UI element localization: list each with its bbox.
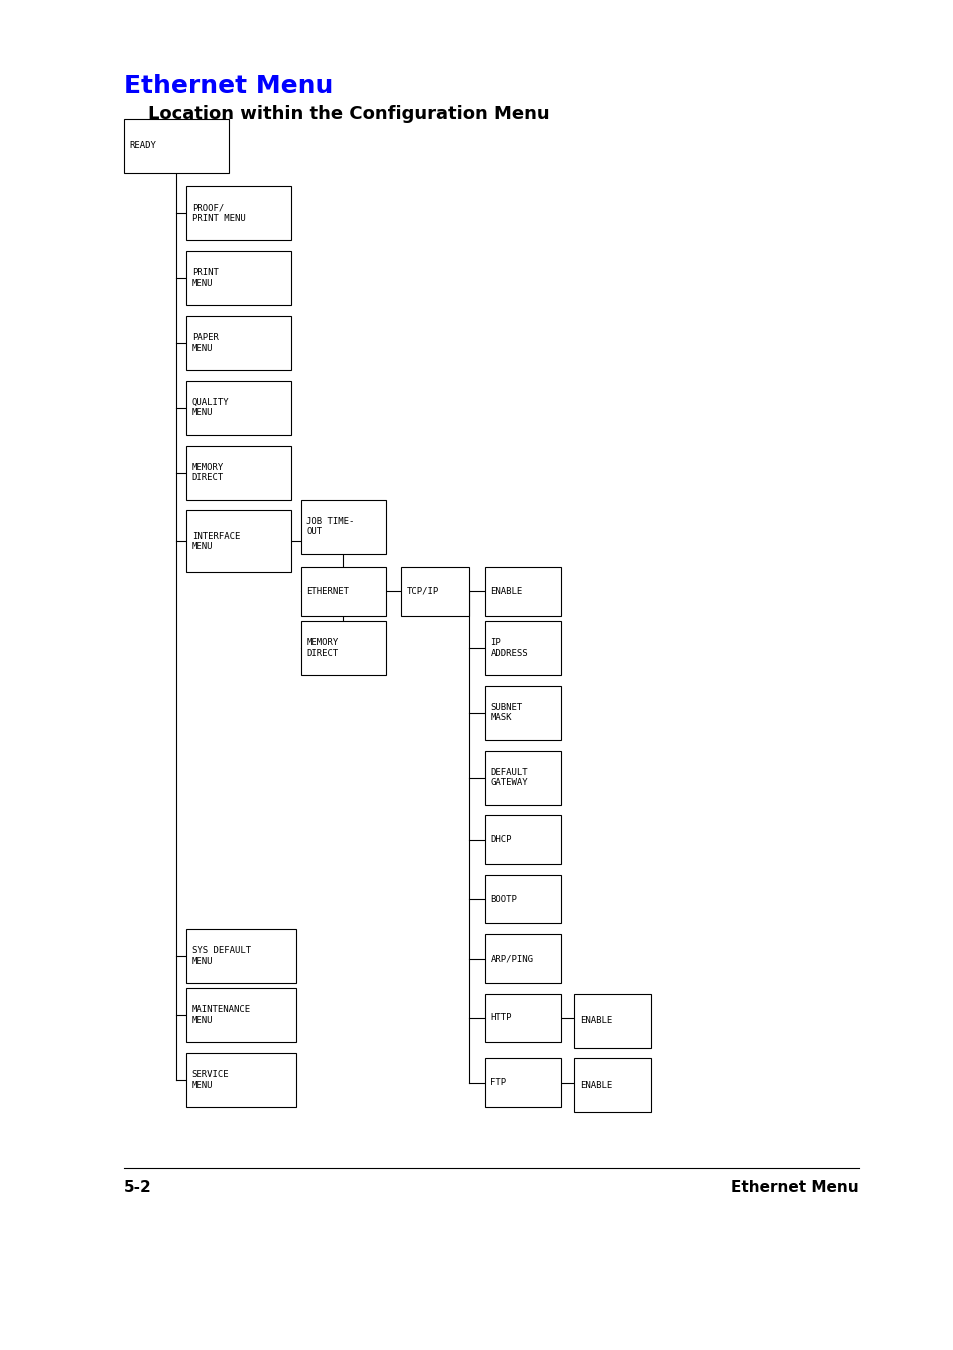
- Text: MAINTENANCE
MENU: MAINTENANCE MENU: [192, 1006, 251, 1025]
- Text: MEMORY
DIRECT: MEMORY DIRECT: [306, 639, 338, 657]
- FancyBboxPatch shape: [484, 686, 560, 740]
- Text: PROOF/
PRINT MENU: PROOF/ PRINT MENU: [192, 204, 245, 223]
- Text: ENABLE: ENABLE: [579, 1017, 612, 1025]
- Text: HTTP: HTTP: [490, 1014, 512, 1022]
- FancyBboxPatch shape: [186, 446, 291, 500]
- FancyBboxPatch shape: [300, 500, 386, 554]
- FancyBboxPatch shape: [186, 251, 291, 305]
- FancyBboxPatch shape: [186, 929, 295, 983]
- Text: SERVICE
MENU: SERVICE MENU: [192, 1071, 229, 1089]
- Text: IP
ADDRESS: IP ADDRESS: [490, 639, 527, 657]
- FancyBboxPatch shape: [186, 316, 291, 370]
- FancyBboxPatch shape: [186, 1053, 295, 1107]
- FancyBboxPatch shape: [484, 934, 560, 983]
- FancyBboxPatch shape: [124, 119, 229, 173]
- FancyBboxPatch shape: [484, 815, 560, 864]
- Text: MEMORY
DIRECT: MEMORY DIRECT: [192, 463, 224, 482]
- Text: SYS DEFAULT
MENU: SYS DEFAULT MENU: [192, 946, 251, 965]
- FancyBboxPatch shape: [186, 510, 291, 572]
- Text: JOB TIME-
OUT: JOB TIME- OUT: [306, 517, 355, 536]
- Text: ENABLE: ENABLE: [490, 587, 522, 595]
- Text: FTP: FTP: [490, 1079, 506, 1087]
- FancyBboxPatch shape: [186, 186, 291, 240]
- Text: Ethernet Menu: Ethernet Menu: [124, 74, 333, 99]
- Text: PAPER
MENU: PAPER MENU: [192, 333, 218, 352]
- FancyBboxPatch shape: [574, 994, 650, 1048]
- Text: Location within the Configuration Menu: Location within the Configuration Menu: [148, 105, 549, 123]
- FancyBboxPatch shape: [484, 1058, 560, 1107]
- FancyBboxPatch shape: [484, 621, 560, 675]
- Text: 5-2: 5-2: [124, 1180, 152, 1195]
- FancyBboxPatch shape: [300, 621, 386, 675]
- FancyBboxPatch shape: [186, 988, 295, 1042]
- FancyBboxPatch shape: [484, 875, 560, 923]
- Text: READY: READY: [130, 142, 156, 150]
- FancyBboxPatch shape: [484, 994, 560, 1042]
- Text: PRINT
MENU: PRINT MENU: [192, 269, 218, 288]
- Text: ETHERNET: ETHERNET: [306, 587, 349, 595]
- FancyBboxPatch shape: [186, 381, 291, 435]
- Text: INTERFACE
MENU: INTERFACE MENU: [192, 532, 240, 551]
- Text: SUBNET
MASK: SUBNET MASK: [490, 703, 522, 722]
- Text: ENABLE: ENABLE: [579, 1081, 612, 1089]
- Text: ARP/PING: ARP/PING: [490, 954, 533, 963]
- FancyBboxPatch shape: [484, 751, 560, 805]
- Text: QUALITY
MENU: QUALITY MENU: [192, 398, 229, 417]
- FancyBboxPatch shape: [300, 567, 386, 616]
- Text: Ethernet Menu: Ethernet Menu: [730, 1180, 858, 1195]
- Text: BOOTP: BOOTP: [490, 895, 517, 903]
- Text: DEFAULT
GATEWAY: DEFAULT GATEWAY: [490, 768, 527, 787]
- Text: TCP/IP: TCP/IP: [406, 587, 438, 595]
- FancyBboxPatch shape: [484, 567, 560, 616]
- FancyBboxPatch shape: [574, 1058, 650, 1112]
- Text: DHCP: DHCP: [490, 836, 512, 844]
- FancyBboxPatch shape: [400, 567, 469, 616]
